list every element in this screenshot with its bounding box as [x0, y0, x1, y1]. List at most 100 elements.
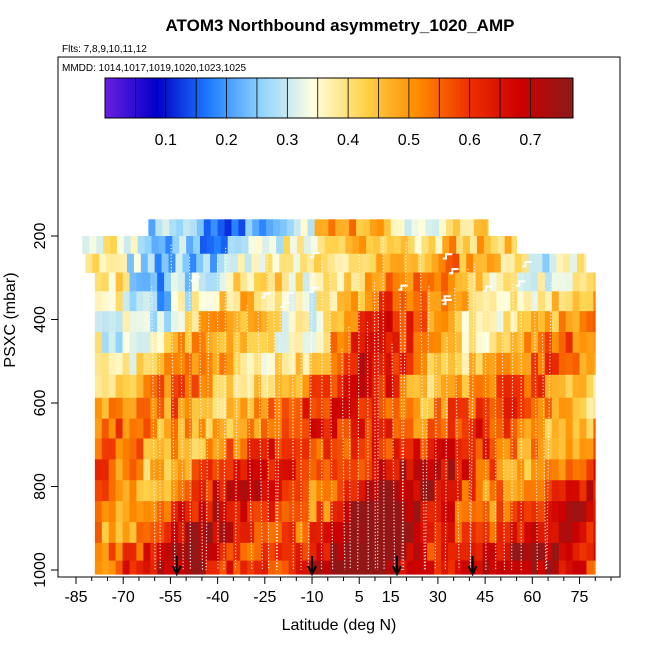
- profile-line: [234, 303, 238, 571]
- heatmap-cell: [355, 253, 363, 273]
- heatmap-cell: [323, 501, 331, 523]
- heatmap-cell: [593, 272, 596, 292]
- heatmap-cell: [558, 560, 567, 575]
- heatmap-cell: [122, 311, 130, 333]
- colorbar-gradient: [104, 77, 574, 119]
- heatmap-cell: [399, 438, 407, 460]
- heatmap-cell: [441, 438, 449, 460]
- heatmap-cell: [267, 352, 276, 376]
- heatmap-cell: [157, 311, 165, 333]
- heatmap-cell: [565, 272, 573, 292]
- heatmap-cell: [531, 560, 539, 575]
- heatmap-cell: [94, 501, 103, 523]
- heatmap-cell: [108, 501, 117, 523]
- y-axis-title: PSXC (mbar): [2, 272, 19, 367]
- heatmap-cell: [392, 311, 400, 333]
- x-tick-label: -85: [64, 589, 87, 606]
- profile-line: [151, 286, 156, 571]
- heatmap-cell: [468, 374, 477, 399]
- heatmap-cell: [434, 521, 442, 544]
- heatmap-cell: [94, 542, 103, 561]
- heatmap-cell: [254, 418, 262, 439]
- heatmap-cell: [309, 352, 317, 376]
- heatmap-cell: [115, 397, 123, 420]
- heatmap-cell: [489, 272, 497, 292]
- heatmap-cell: [101, 374, 110, 399]
- heatmap-cell: [94, 560, 103, 575]
- heatmap-cell: [193, 236, 201, 255]
- heatmap-cell: [295, 352, 303, 376]
- heatmap-cell: [489, 521, 497, 544]
- heatmap-cell: [496, 332, 504, 354]
- heatmap-cell: [199, 236, 208, 255]
- heatmap-cell: [226, 397, 234, 420]
- heatmap-cell: [143, 501, 151, 523]
- heatmap-cell: [330, 501, 338, 523]
- heatmap-cell: [439, 219, 447, 237]
- profile-line: [399, 293, 405, 571]
- heatmap-cell: [136, 332, 144, 354]
- heatmap-cell: [385, 397, 393, 420]
- heatmap-cell: [212, 311, 220, 333]
- heatmap-cell: [356, 219, 364, 237]
- x-axis: -85 -70 -55 -40 -25 -10 5 15 30 45 60 75: [64, 576, 612, 606]
- heatmap-cell: [351, 272, 359, 292]
- heatmap-cell: [531, 542, 539, 561]
- heatmap-cell: [406, 459, 414, 481]
- profile-segment: [449, 268, 459, 275]
- heatmap-cell: [503, 560, 511, 575]
- heatmap-cell: [234, 236, 242, 255]
- heatmap-cell: [196, 219, 205, 237]
- heatmap-cell: [357, 560, 366, 575]
- heatmap-cell: [357, 311, 366, 333]
- heatmap-cell: [171, 332, 179, 354]
- heatmap-cell: [493, 253, 502, 273]
- heatmap-cell: [475, 374, 483, 399]
- heatmap-cell: [150, 397, 158, 420]
- heatmap-cell: [151, 236, 159, 255]
- heatmap-cell: [503, 542, 511, 561]
- heatmap-cell: [233, 311, 241, 333]
- heatmap-cell: [565, 501, 573, 523]
- colorbar: 0.1 0.2 0.3 0.4 0.5 0.6 0.7: [104, 77, 574, 149]
- heatmap-cell: [392, 459, 400, 481]
- heatmap-cell: [438, 253, 446, 273]
- heatmap-cell: [420, 332, 428, 354]
- heatmap-cell: [558, 397, 567, 420]
- heatmap-cell: [406, 311, 414, 333]
- heatmap-cell: [323, 272, 331, 292]
- heatmap-cell: [572, 501, 580, 523]
- heatmap-cell: [136, 438, 144, 460]
- heatmap-cell: [205, 438, 213, 460]
- x-tick-label: -55: [159, 589, 182, 606]
- heatmap-cell: [544, 480, 553, 502]
- heatmap-cell: [244, 253, 252, 273]
- heatmap-cell: [247, 438, 255, 460]
- heatmap-cell: [101, 459, 110, 481]
- heatmap-cell: [535, 253, 543, 273]
- heatmap-cell: [352, 236, 360, 255]
- heatmap-cell: [364, 291, 373, 312]
- colorbar-tick-label: 0.7: [519, 132, 541, 149]
- heatmap-cell: [551, 272, 560, 292]
- heatmap-cell: [351, 374, 359, 399]
- heatmap-cell: [461, 332, 470, 354]
- heatmap-cell: [586, 418, 594, 439]
- heatmap-cell: [157, 521, 165, 544]
- heatmap-cell: [510, 272, 518, 292]
- heatmap-cell: [586, 438, 594, 460]
- heatmap-cell: [240, 374, 248, 399]
- heatmap-cell: [261, 311, 269, 333]
- heatmap-cell: [487, 219, 489, 237]
- heatmap-cell: [274, 397, 283, 420]
- heatmap-cell: [226, 480, 234, 502]
- heatmap-cell: [323, 291, 331, 312]
- heatmap-cell: [357, 291, 366, 312]
- heatmap-cell: [551, 311, 560, 333]
- heatmap-cell: [376, 253, 384, 273]
- heatmap-cell: [482, 438, 490, 460]
- heatmap-cell: [549, 253, 557, 273]
- heatmap-cell: [468, 542, 477, 561]
- heatmap-cell: [309, 418, 317, 439]
- heatmap-cell: [240, 418, 248, 439]
